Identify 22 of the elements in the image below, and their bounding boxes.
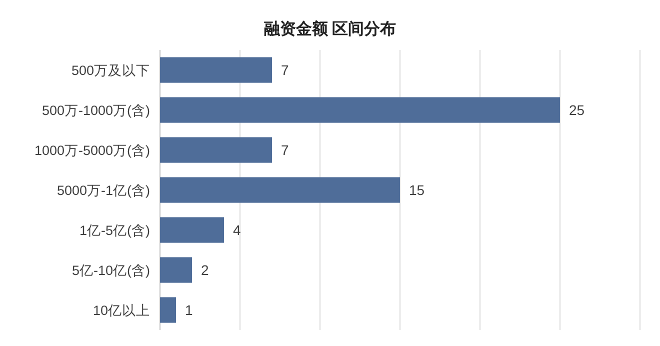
- data-label: 1: [185, 302, 193, 318]
- bar: [160, 217, 224, 243]
- bar: [160, 57, 272, 83]
- bar: [160, 137, 272, 163]
- data-label: 7: [281, 142, 289, 158]
- y-tick-label: 1000万-5000万(含): [34, 143, 150, 158]
- data-label: 4: [233, 222, 241, 238]
- data-label: 25: [569, 102, 585, 118]
- y-tick-label: 10亿以上: [92, 303, 150, 318]
- y-tick-label: 5亿-10亿(含): [72, 263, 150, 278]
- chart-title: 融资金额 区间分布: [264, 20, 396, 38]
- y-tick-label: 500万及以下: [71, 63, 150, 78]
- data-label: 7: [281, 62, 289, 78]
- y-tick-label: 500万-1000万(含): [42, 103, 150, 118]
- bar: [160, 177, 400, 203]
- bar: [160, 297, 176, 323]
- bar: [160, 97, 560, 123]
- data-label: 2: [201, 262, 209, 278]
- y-tick-label: 5000万-1亿(含): [56, 183, 150, 198]
- data-label: 15: [409, 182, 425, 198]
- y-tick-label: 1亿-5亿(含): [79, 223, 150, 238]
- bar: [160, 257, 192, 283]
